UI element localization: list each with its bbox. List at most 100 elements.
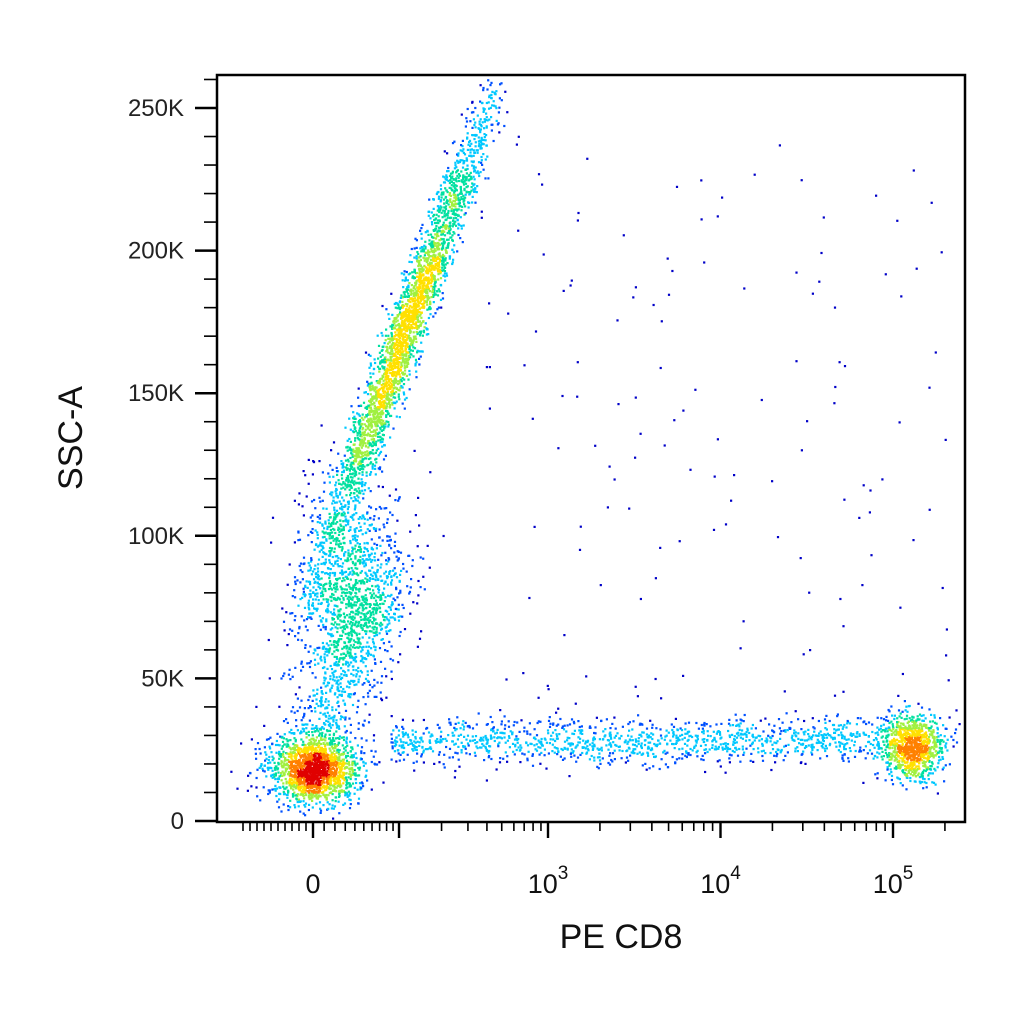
event-point [364, 630, 367, 633]
event-point [491, 104, 494, 107]
event-point [296, 709, 299, 713]
event-point [337, 778, 340, 781]
event-point [313, 775, 316, 778]
event-point [297, 752, 300, 755]
event-point [421, 266, 424, 269]
event-point [341, 758, 344, 761]
event-point [348, 572, 351, 575]
event-point [342, 527, 345, 530]
event-point [349, 602, 353, 605]
event-point [366, 518, 369, 521]
event-point [404, 335, 407, 338]
event-point [340, 653, 343, 656]
event-point [436, 248, 439, 251]
event-point [303, 769, 306, 772]
event-point [319, 500, 322, 503]
event-point [354, 470, 358, 474]
event-point [306, 629, 309, 632]
event-point [357, 802, 360, 805]
event-point [295, 745, 298, 748]
event-point [398, 496, 401, 499]
event-point [364, 657, 367, 660]
event-point [420, 237, 423, 240]
event-point [374, 646, 377, 649]
event-point [306, 759, 309, 762]
event-point [355, 550, 358, 553]
event-point [309, 516, 312, 519]
event-point [485, 125, 488, 128]
event-point [380, 627, 384, 630]
event-point [302, 723, 305, 726]
event-point [349, 593, 352, 596]
event-point [353, 792, 356, 795]
event-point [418, 267, 421, 270]
event-point [330, 759, 333, 763]
event-point [417, 594, 420, 597]
event-point [479, 147, 482, 150]
event-point [291, 747, 295, 750]
event-point [364, 406, 367, 409]
event-point [345, 606, 348, 609]
event-point [340, 634, 343, 637]
event-point [353, 483, 356, 486]
event-point [302, 751, 305, 754]
event-point [319, 795, 322, 798]
event-point [369, 524, 372, 527]
event-point [405, 353, 408, 356]
event-point [343, 674, 346, 677]
event-point [346, 636, 349, 639]
event-point [298, 800, 301, 803]
event-point [353, 679, 356, 683]
event-point [351, 770, 354, 773]
event-point [324, 647, 328, 650]
event-point [338, 737, 341, 740]
event-point [376, 419, 379, 422]
event-point [388, 341, 391, 344]
event-point [303, 804, 306, 807]
event-point [320, 686, 323, 689]
event-point [355, 588, 358, 591]
event-point [344, 762, 348, 765]
event-point [356, 762, 359, 765]
event-point [381, 445, 384, 448]
event-point [338, 539, 341, 543]
event-point [324, 650, 327, 653]
event-point [310, 776, 313, 779]
event-point [363, 581, 366, 584]
event-point [347, 761, 351, 764]
event-point [296, 751, 300, 754]
event-point [394, 607, 397, 610]
event-point [365, 769, 368, 772]
event-point [334, 522, 337, 525]
event-point [375, 763, 379, 766]
event-point [361, 426, 365, 430]
event-point [448, 192, 452, 195]
event-point [426, 283, 429, 286]
event-point [332, 675, 335, 678]
event-point [355, 601, 358, 604]
event-point [370, 612, 373, 615]
event-point [287, 808, 290, 812]
event-point [376, 584, 379, 587]
event-point [482, 143, 485, 146]
event-point [373, 596, 376, 600]
event-point [283, 733, 286, 736]
event-point [379, 603, 382, 606]
event-point [441, 262, 444, 265]
event-point [323, 541, 326, 544]
event-point [379, 426, 382, 429]
event-point [363, 465, 366, 468]
event-point [356, 597, 359, 600]
event-point [355, 579, 358, 582]
event-point [386, 521, 389, 524]
event-point [310, 557, 313, 560]
event-point [359, 548, 363, 551]
event-point [335, 726, 339, 729]
event-point [326, 650, 329, 653]
event-point [343, 747, 346, 750]
event-point [361, 636, 364, 639]
event-point [357, 766, 360, 770]
event-point [319, 700, 322, 703]
event-point [350, 754, 353, 757]
event-point [339, 769, 343, 772]
